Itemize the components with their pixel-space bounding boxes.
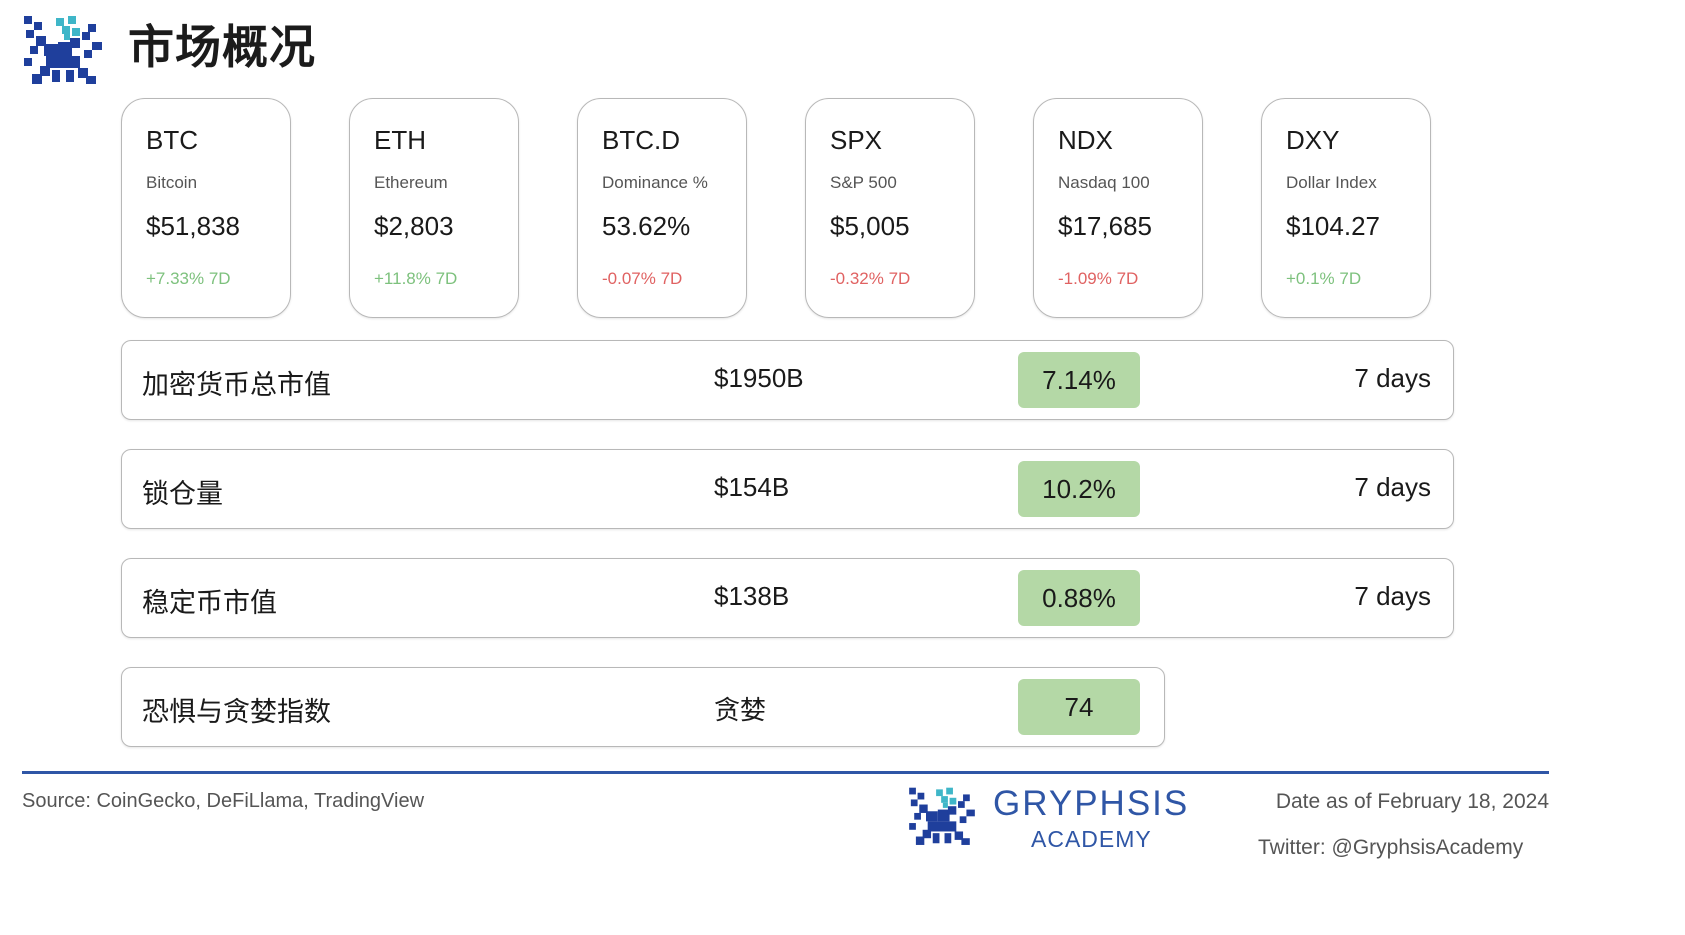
ticker-symbol: BTC.D xyxy=(602,125,680,155)
ticker-price: $51,838 xyxy=(146,211,240,241)
metric-value: $138B xyxy=(714,581,790,611)
ticker-change: +11.8% 7D xyxy=(374,269,458,288)
ticker-card-ndx: NDX Nasdaq 100 $17,685 -1.09% 7D xyxy=(1033,98,1203,318)
ticker-symbol: SPX xyxy=(830,125,883,155)
metric-period: 7 days xyxy=(1354,581,1431,611)
metric-row-fear-greed: 恐惧与贪婪指数 贪婪 74 xyxy=(121,667,1165,747)
ticker-symbol: NDX xyxy=(1058,125,1113,155)
metric-value: $1950B xyxy=(714,363,804,393)
ticker-symbol: DXY xyxy=(1286,125,1340,155)
ticker-symbol: BTC xyxy=(146,125,198,155)
metric-change-badge: 7.14% xyxy=(1018,352,1140,408)
ticker-price: $17,685 xyxy=(1058,211,1152,241)
metric-label: 加密货币总市值 xyxy=(142,370,331,400)
ticker-name: Dollar Index xyxy=(1286,173,1377,192)
ticker-name: Bitcoin xyxy=(146,173,198,192)
ticker-name: Dominance % xyxy=(602,173,708,192)
metric-label: 稳定币市值 xyxy=(142,588,277,618)
brand-subtitle: ACADEMY xyxy=(1031,826,1152,852)
ticker-change: -1.09% 7D xyxy=(1058,269,1139,288)
ticker-price: $2,803 xyxy=(374,211,454,241)
ticker-name: S&P 500 xyxy=(830,173,897,192)
ticker-card-eth: ETH Ethereum $2,803 +11.8% 7D xyxy=(349,98,519,318)
source-note: Source: CoinGecko, DeFiLlama, TradingVie… xyxy=(22,790,425,812)
ticker-card-btc-dominance: BTC.D Dominance % 53.62% -0.07% 7D xyxy=(577,98,747,318)
ticker-change: -0.32% 7D xyxy=(830,269,911,288)
metric-label: 恐惧与贪婪指数 xyxy=(142,697,331,727)
metric-period: 7 days xyxy=(1354,472,1431,502)
metric-period: 7 days xyxy=(1354,363,1431,393)
ticker-name: Nasdaq 100 xyxy=(1058,173,1150,192)
ticker-change: +7.33% 7D xyxy=(146,269,231,288)
twitter-handle: Twitter: @GryphsisAcademy xyxy=(1258,836,1524,859)
page-title: 市场概况 xyxy=(128,21,316,73)
ticker-price: 53.62% xyxy=(602,211,691,241)
metric-label: 锁仓量 xyxy=(142,479,223,509)
metric-value: $154B xyxy=(714,472,790,502)
metric-change-badge: 0.88% xyxy=(1018,570,1140,626)
metric-change-badge: 10.2% xyxy=(1018,461,1140,517)
gryphon-logo-icon xyxy=(24,16,102,84)
ticker-card-btc: BTC Bitcoin $51,838 +7.33% 7D xyxy=(121,98,291,318)
footer-divider xyxy=(22,771,1549,774)
ticker-price: $5,005 xyxy=(830,211,910,241)
metric-index-badge: 74 xyxy=(1018,679,1140,735)
brand-name: GRYPHSIS xyxy=(993,784,1190,823)
ticker-change: -0.07% 7D xyxy=(602,269,683,288)
ticker-card-spx: SPX S&P 500 $5,005 -0.32% 7D xyxy=(805,98,975,318)
metric-row-stablecoin-cap: 稳定币市值 $138B 0.88% 7 days xyxy=(121,558,1454,638)
ticker-symbol: ETH xyxy=(374,125,426,155)
ticker-card-dxy: DXY Dollar Index $104.27 +0.1% 7D xyxy=(1261,98,1431,318)
metric-row-tvl: 锁仓量 $154B 10.2% 7 days xyxy=(121,449,1454,529)
ticker-name: Ethereum xyxy=(374,173,448,192)
metric-row-total-market-cap: 加密货币总市值 $1950B 7.14% 7 days xyxy=(121,340,1454,420)
date-note: Date as of February 18, 2024 xyxy=(1275,790,1549,813)
metric-value: 贪婪 xyxy=(714,695,767,725)
ticker-change: +0.1% 7D xyxy=(1286,269,1362,288)
ticker-price: $104.27 xyxy=(1286,211,1380,241)
gryphon-logo-icon xyxy=(909,787,975,845)
